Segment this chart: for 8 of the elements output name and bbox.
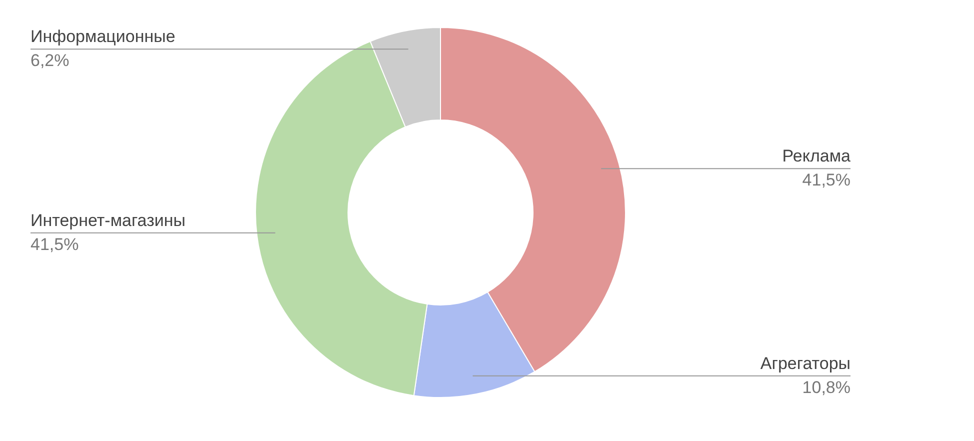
data-label: 10,8% [802,378,850,397]
slice-label: Агрегаторы [760,354,851,373]
slice-label: Реклама [782,146,852,166]
data-label: 41,5% [30,234,79,254]
data-label: 41,5% [802,170,850,190]
slice-label: Интернет-магазины [30,210,186,230]
data-label: 6,2% [30,51,70,70]
slice-label: Информационные [30,27,176,46]
